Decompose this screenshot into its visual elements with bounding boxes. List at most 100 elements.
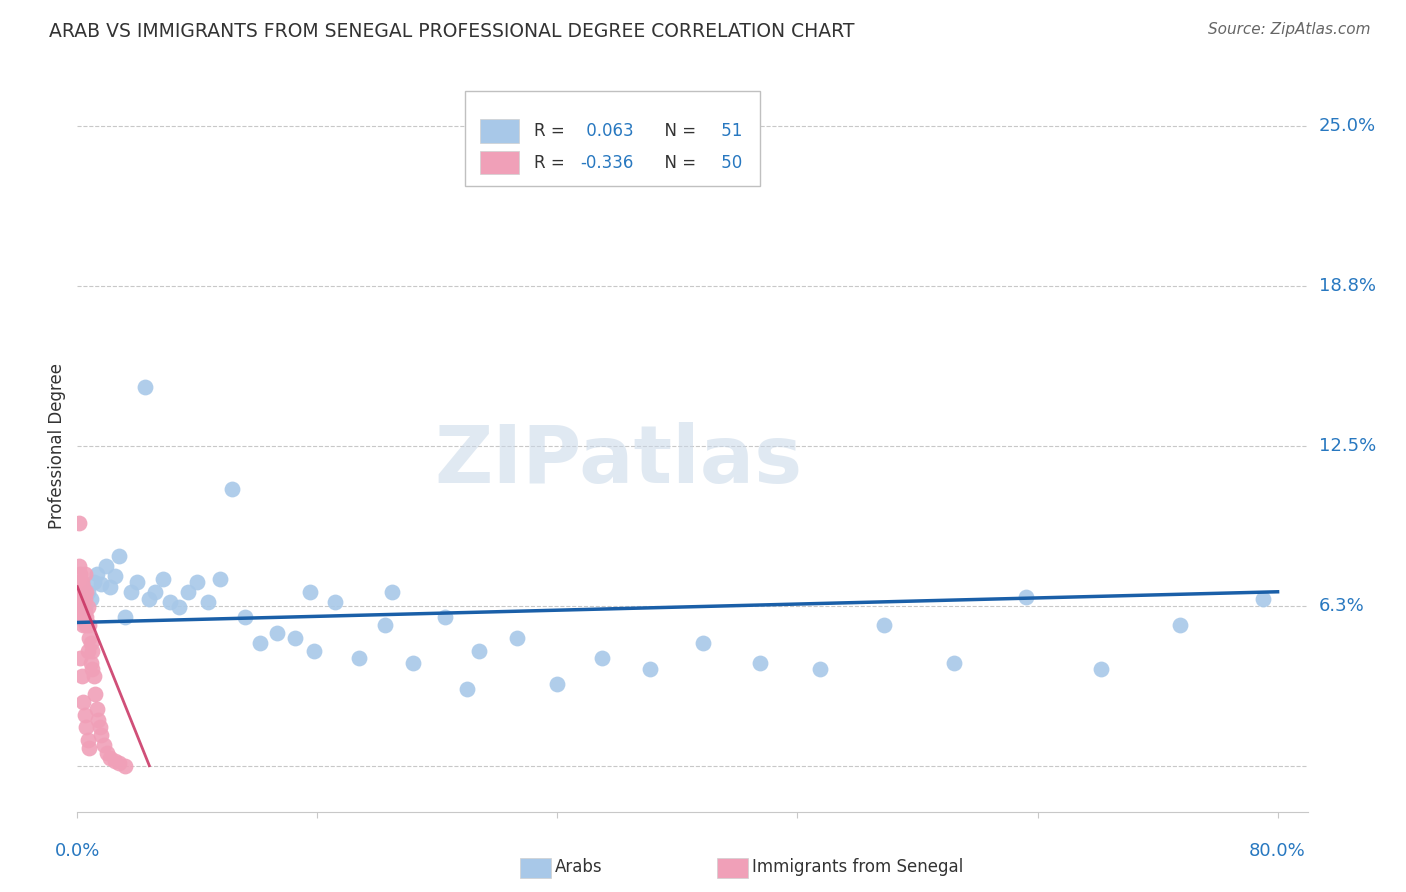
Point: [80, 636, 103, 650]
FancyBboxPatch shape: [479, 151, 519, 174]
Point: [942, 657, 965, 671]
Point: [186, 574, 208, 589]
Point: [69, 610, 91, 624]
Point: [138, 592, 160, 607]
Text: N =: N =: [654, 153, 702, 171]
Point: [72, 618, 94, 632]
Text: 6.3%: 6.3%: [1319, 597, 1364, 615]
Point: [67, 559, 90, 574]
Point: [70, 600, 93, 615]
Text: ZIPatlas: ZIPatlas: [434, 422, 803, 500]
Point: [127, 574, 149, 589]
Point: [159, 595, 181, 609]
Point: [70, 584, 93, 599]
Text: ARAB VS IMMIGRANTS FROM SENEGAL PROFESSIONAL DEGREE CORRELATION CHART: ARAB VS IMMIGRANTS FROM SENEGAL PROFESSI…: [49, 22, 855, 41]
Point: [249, 636, 271, 650]
Text: R =: R =: [534, 153, 569, 171]
Point: [90, 728, 112, 742]
Point: [304, 643, 326, 657]
Point: [70, 592, 93, 607]
Point: [76, 600, 98, 615]
Point: [72, 600, 94, 615]
Text: Immigrants from Senegal: Immigrants from Senegal: [752, 858, 963, 876]
Point: [83, 574, 105, 589]
Point: [169, 600, 191, 615]
Point: [266, 625, 288, 640]
Text: N =: N =: [654, 122, 702, 140]
Text: Arabs: Arabs: [555, 858, 603, 876]
Point: [325, 595, 347, 609]
Point: [591, 651, 613, 665]
Point: [80, 592, 103, 607]
Point: [873, 618, 896, 632]
Point: [402, 657, 425, 671]
Point: [73, 707, 96, 722]
Point: [79, 740, 101, 755]
Point: [506, 631, 529, 645]
Text: 0.0%: 0.0%: [55, 842, 100, 861]
Point: [79, 631, 101, 645]
Point: [284, 631, 307, 645]
Text: R =: R =: [534, 122, 569, 140]
Point: [84, 687, 107, 701]
Point: [177, 584, 200, 599]
Text: 0.063: 0.063: [581, 122, 633, 140]
Point: [221, 483, 243, 497]
Text: 12.5%: 12.5%: [1319, 437, 1376, 455]
Point: [349, 651, 371, 665]
Point: [73, 592, 96, 607]
Point: [104, 754, 127, 768]
Point: [69, 580, 91, 594]
Point: [108, 549, 131, 563]
Point: [374, 618, 396, 632]
Point: [80, 657, 103, 671]
Point: [96, 746, 118, 760]
Point: [114, 610, 136, 624]
Point: [69, 592, 91, 607]
Point: [72, 580, 94, 594]
Point: [72, 695, 94, 709]
Text: Source: ZipAtlas.com: Source: ZipAtlas.com: [1208, 22, 1371, 37]
Point: [73, 605, 96, 619]
Point: [1251, 592, 1274, 607]
Point: [456, 681, 478, 696]
Point: [76, 584, 98, 599]
Point: [87, 713, 110, 727]
Point: [152, 572, 174, 586]
Text: 50: 50: [716, 153, 742, 171]
Point: [82, 661, 104, 675]
Point: [69, 651, 91, 665]
Point: [208, 572, 231, 586]
Point: [75, 584, 97, 599]
Point: [70, 669, 93, 683]
Point: [98, 751, 121, 765]
Point: [69, 566, 91, 581]
Point: [86, 702, 108, 716]
Point: [75, 720, 97, 734]
FancyBboxPatch shape: [479, 120, 519, 143]
Point: [298, 584, 321, 599]
Point: [546, 677, 568, 691]
Point: [76, 643, 98, 657]
Point: [98, 580, 121, 594]
Point: [120, 584, 142, 599]
Point: [104, 569, 127, 583]
Point: [433, 610, 456, 624]
Point: [75, 610, 97, 624]
Point: [82, 643, 104, 657]
Point: [67, 574, 90, 589]
Text: 25.0%: 25.0%: [1319, 118, 1376, 136]
Point: [86, 566, 108, 581]
Point: [197, 595, 219, 609]
Point: [83, 669, 105, 683]
Point: [73, 566, 96, 581]
Text: 18.8%: 18.8%: [1319, 277, 1375, 295]
Text: 80.0%: 80.0%: [1249, 842, 1306, 861]
Point: [640, 661, 662, 675]
Point: [692, 636, 714, 650]
Point: [70, 574, 93, 589]
Y-axis label: Professional Degree: Professional Degree: [48, 363, 66, 529]
Point: [134, 380, 156, 394]
Point: [67, 600, 90, 615]
Point: [749, 657, 772, 671]
